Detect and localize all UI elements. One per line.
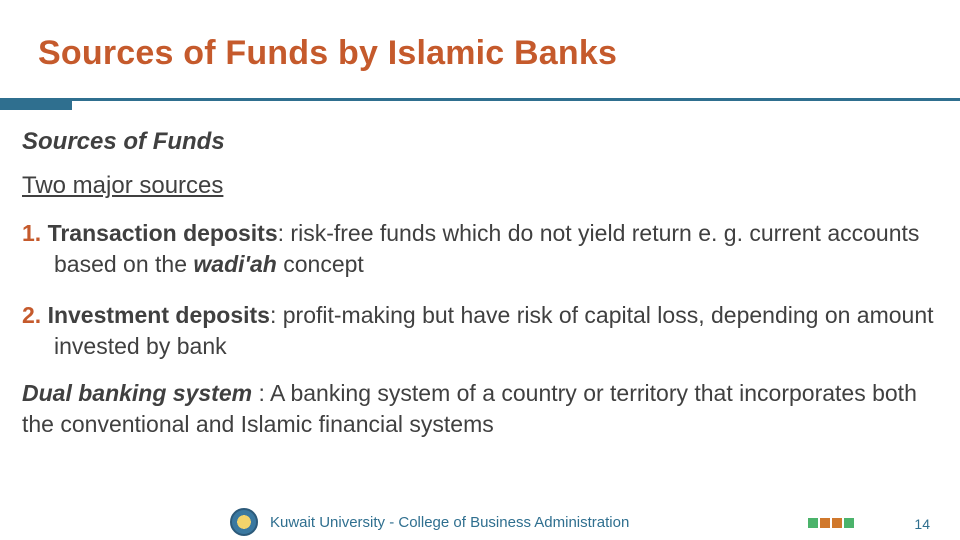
logo-square xyxy=(808,518,818,528)
definition-term: Dual banking system xyxy=(22,380,258,406)
footer: Kuwait University - College of Business … xyxy=(0,504,960,540)
page-number: 14 xyxy=(914,516,930,532)
section-heading: Sources of Funds xyxy=(22,128,225,156)
content-area: 1. Transaction deposits: risk-free funds… xyxy=(22,218,938,382)
item-number: 1. xyxy=(22,220,41,246)
item-italic: wadi'ah xyxy=(193,251,276,277)
logo-square xyxy=(832,518,842,528)
secondary-logo-icon xyxy=(808,512,864,534)
slide-title: Sources of Funds by Islamic Banks xyxy=(38,34,617,73)
divider-thin xyxy=(0,98,960,101)
divider-thick xyxy=(0,101,72,110)
logo-square xyxy=(820,518,830,528)
university-logo-icon xyxy=(230,508,258,536)
item-lead: Investment deposits xyxy=(48,302,270,328)
item-lead: Transaction deposits xyxy=(48,220,278,246)
logo-square xyxy=(844,518,854,528)
divider-bar xyxy=(0,98,960,110)
definition-block: Dual banking system : A banking system o… xyxy=(22,378,938,440)
list-item: 1. Transaction deposits: risk-free funds… xyxy=(22,218,938,280)
sub-heading: Two major sources xyxy=(22,172,223,200)
item-number: 2. xyxy=(22,302,41,328)
slide: Sources of Funds by Islamic Banks Source… xyxy=(0,0,960,540)
list-item: 2. Investment deposits: profit-making bu… xyxy=(22,300,938,362)
footer-text: Kuwait University - College of Business … xyxy=(270,514,629,531)
item-body-after: concept xyxy=(277,251,364,277)
